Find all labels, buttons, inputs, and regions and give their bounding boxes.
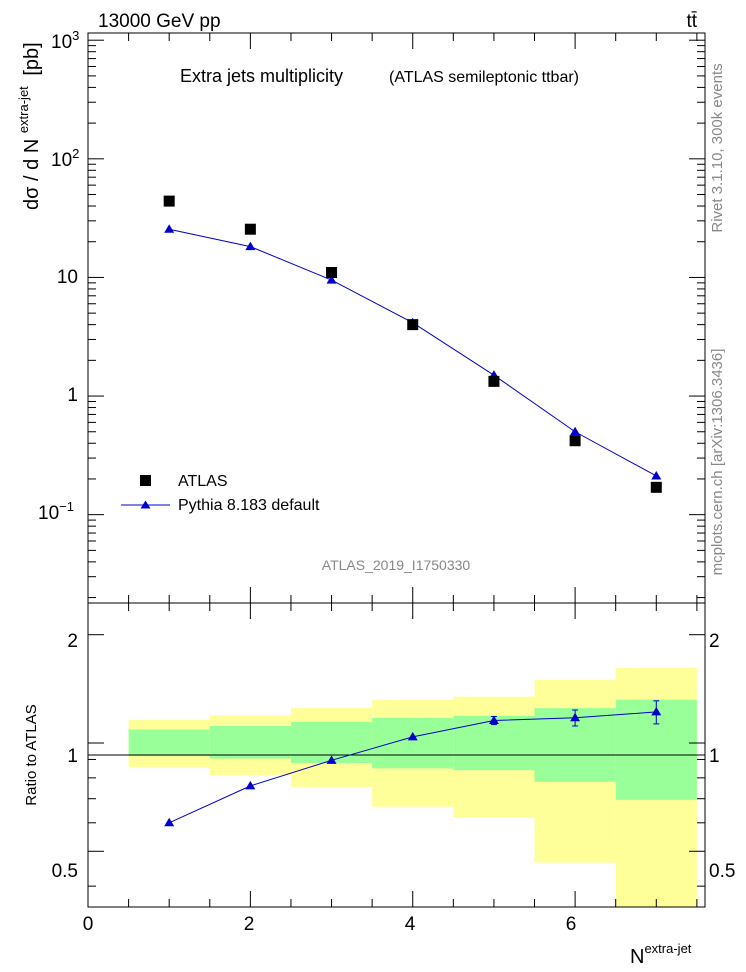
pythia-points [164,224,662,480]
atlas-point [407,319,419,331]
ratio-tick-label-1-left: 1 [67,746,78,767]
main-panel-ticks [87,33,705,603]
main-panel: Extra jets multiplicity (ATLAS semilepto… [11,28,706,604]
atlas-point [488,375,500,387]
ratio-point [488,715,499,724]
ratio-point [651,706,662,716]
legend-pythia-label: Pythia 8.183 default [178,497,320,514]
ratio-panel: Ratio to ATLAS 2 1 0.5 2 1 0.5 0 2 4 6 N… [23,602,735,968]
pythia-point [164,224,175,233]
legend-atlas-label: ATLAS [178,473,228,490]
atlas-point [244,223,256,235]
main-y-axis-label: dσ / d N extra-jet [pb] [11,42,43,210]
pythia-point [570,426,581,436]
ratio-tick-label-0.5-right: 0.5 [709,861,735,882]
ratio-point [164,817,175,827]
ratio-point [407,731,418,741]
ratio-panel-frame [87,602,706,908]
x-axis-label: Nextra-jet [630,941,692,968]
analysis-id-watermark: ATLAS_2019_I1750330 [322,557,471,573]
legend-atlas-marker [140,475,151,486]
x-tick-label-2: 2 [244,914,255,935]
inner-uncertainty-band [209,725,291,759]
main-y-axis-label-sup: extra-jet [16,86,31,133]
ratio-tick-label-2-left: 2 [67,631,78,652]
source-reference-label: mcplots.cern.ch [arXiv:1306.3436] [709,349,726,576]
atlas-points [163,195,662,493]
atlas-point [650,481,662,493]
x-tick-label-6: 6 [566,914,577,935]
atlas-point [163,195,175,207]
inner-uncertainty-band [128,729,210,757]
ratio-points [164,700,662,827]
ratio-y-axis-label: Ratio to ATLAS [23,704,40,805]
y-tick-label-100: 102 [51,146,79,171]
collision-energy-label: 13000 GeV pp [98,11,221,32]
ratio-point [326,755,337,764]
y-tick-label-10: 10 [57,267,78,288]
pythia-curve [169,228,657,477]
ratio-panel-ticks [87,603,705,907]
main-y-axis-label-unit: [pb] [21,42,43,75]
y-tick-label-1: 1 [67,385,78,406]
ratio-point [570,712,581,722]
legend-pythia-marker [140,500,151,509]
y-tick-label-0.1: 10−1 [38,499,74,524]
rivet-version-label: Rivet 3.1.10, 300k events [709,63,726,232]
main-y-axis-label-main: dσ / d N [21,139,43,210]
atlas-point [569,435,581,447]
chart-subtitle: (ATLAS semileptonic ttbar) [389,69,579,86]
svg-text:dσ / d N extra-jet: dσ / d N extra-jet [pb] [11,42,43,210]
pythia-point [245,241,256,251]
ratio-tick-label-0.5-left: 0.5 [52,861,78,882]
y-tick-label-1000: 103 [51,28,79,53]
ratio-tick-label-1-right: 1 [709,746,720,767]
main-panel-frame [87,32,706,604]
process-label: tt̄ [686,11,697,32]
pythia-point [651,470,662,480]
x-tick-label-0: 0 [83,914,94,935]
ratio-tick-label-2-right: 2 [709,631,720,652]
ratio-point [245,780,256,790]
x-tick-label-4: 4 [405,914,416,935]
pythia-point [326,275,337,284]
uncertainty-bands [128,667,697,907]
atlas-point [326,267,338,279]
chart-title: Extra jets multiplicity [180,66,343,86]
inner-uncertainty-band [372,717,454,769]
legend: ATLAS Pythia 8.183 default [121,473,320,514]
